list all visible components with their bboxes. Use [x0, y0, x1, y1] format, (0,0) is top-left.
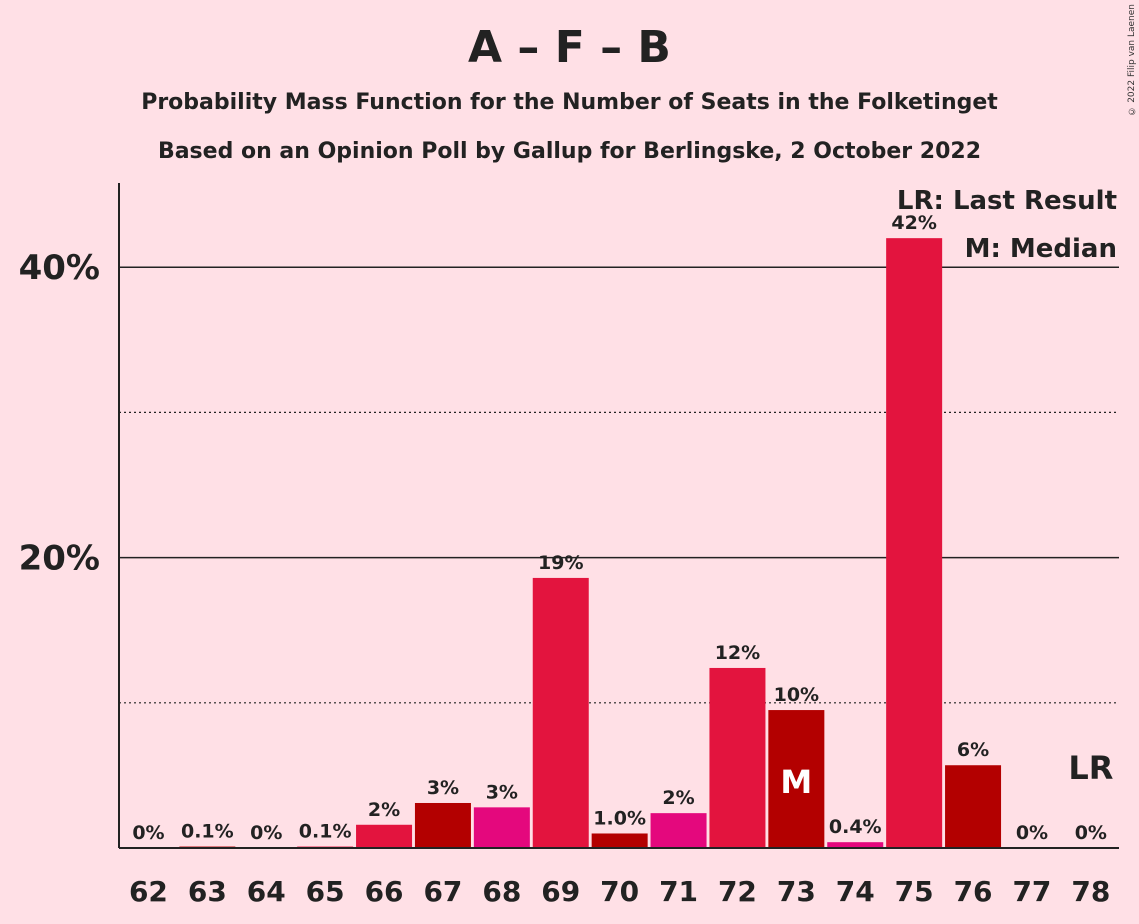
x-tick-label: 66	[365, 875, 404, 908]
bar	[414, 802, 471, 848]
median-marker: M	[780, 763, 812, 801]
x-tick-label: 75	[895, 875, 934, 908]
data-label: 19%	[538, 552, 583, 574]
x-tick-label: 68	[482, 875, 521, 908]
data-label: 10%	[774, 684, 819, 706]
bar	[591, 833, 648, 848]
legend-last-result: LR: Last Result	[897, 186, 1117, 216]
x-tick-label: 72	[718, 875, 757, 908]
data-label: 12%	[715, 642, 760, 664]
data-label: 3%	[486, 781, 518, 803]
data-label: 0.1%	[299, 821, 352, 843]
x-tick-label: 74	[836, 875, 875, 908]
data-label: 0%	[1016, 822, 1048, 844]
y-tick-label: 40%	[19, 248, 100, 288]
last-result-marker: LR	[1068, 749, 1113, 787]
bar	[709, 667, 766, 848]
x-tick-label: 69	[541, 875, 580, 908]
chart-subtitle-2: Based on an Opinion Poll by Gallup for B…	[157, 139, 982, 164]
data-label: 0%	[1075, 822, 1107, 844]
x-tick-label: 71	[659, 875, 698, 908]
data-label: 0%	[132, 822, 164, 844]
x-tick-label: 62	[129, 875, 168, 908]
bar	[650, 813, 707, 848]
bar	[356, 824, 413, 848]
bar	[827, 842, 884, 848]
data-label: 42%	[891, 212, 936, 234]
bar	[945, 765, 1002, 848]
x-tick-label: 70	[600, 875, 639, 908]
x-tick-label: 76	[954, 875, 993, 908]
x-tick-label: 67	[423, 875, 462, 908]
chart-subtitle-1: Probability Mass Function for the Number…	[141, 90, 998, 115]
data-label: 0.1%	[181, 821, 234, 843]
x-tick-label: 65	[306, 875, 345, 908]
data-label: 1.0%	[593, 807, 646, 829]
bar	[768, 710, 825, 848]
data-label: 2%	[368, 799, 400, 821]
chart-title: A – F – B	[468, 22, 671, 73]
data-label: 3%	[427, 777, 459, 799]
data-label: 6%	[957, 739, 989, 761]
x-tick-label: 63	[188, 875, 227, 908]
legend-median: M: Median	[965, 234, 1117, 264]
x-tick-label: 73	[777, 875, 816, 908]
x-tick-label: 78	[1071, 875, 1110, 908]
bar	[886, 238, 943, 848]
x-tick-label: 77	[1012, 875, 1051, 908]
bar	[473, 807, 530, 848]
data-label: 2%	[662, 787, 694, 809]
bar	[532, 577, 589, 848]
x-tick-label: 64	[247, 875, 286, 908]
data-label: 0.4%	[829, 816, 882, 838]
data-label: 0%	[250, 822, 282, 844]
y-tick-label: 20%	[19, 539, 100, 579]
